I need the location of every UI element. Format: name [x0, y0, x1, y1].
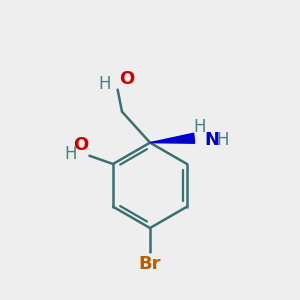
- Text: H: H: [98, 75, 111, 93]
- Polygon shape: [150, 133, 195, 143]
- Text: H: H: [217, 131, 229, 149]
- Text: H: H: [64, 145, 76, 163]
- Text: Br: Br: [139, 255, 161, 273]
- Text: N: N: [205, 131, 220, 149]
- Text: O: O: [119, 70, 134, 88]
- Text: O: O: [73, 136, 88, 154]
- Text: H: H: [194, 118, 206, 136]
